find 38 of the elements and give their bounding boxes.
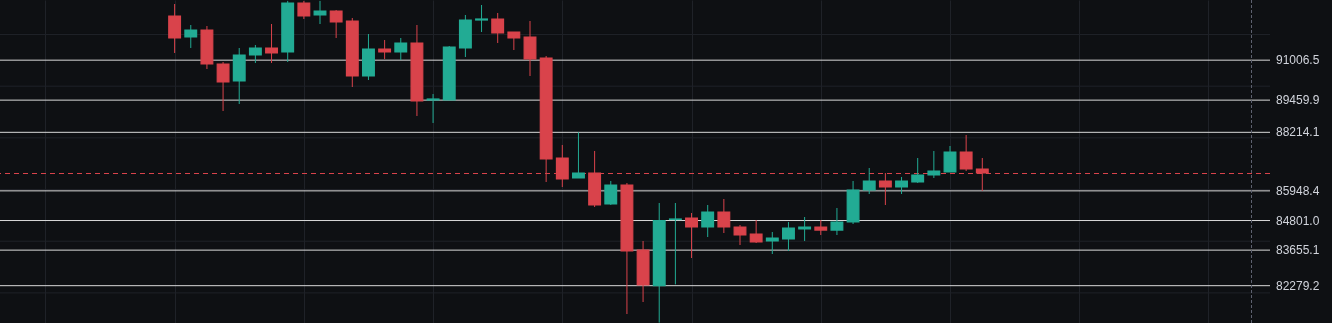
y-tick-label: 91006.5 xyxy=(1276,53,1320,68)
candlestick xyxy=(701,204,715,238)
candlestick xyxy=(216,61,230,112)
y-tick-label: 83655.1 xyxy=(1276,243,1320,258)
candlestick xyxy=(265,23,278,64)
candlestick xyxy=(184,24,198,49)
candlestick xyxy=(959,134,973,172)
candlestick xyxy=(297,0,311,20)
y-tick-label: 89459.9 xyxy=(1276,93,1320,108)
candlestick xyxy=(927,150,941,179)
candlestick xyxy=(604,180,618,206)
candlestick xyxy=(572,131,585,179)
candlestick xyxy=(765,231,779,255)
candlestick xyxy=(798,216,812,242)
candlestick xyxy=(378,39,392,60)
candlestick xyxy=(782,221,795,252)
candlestick xyxy=(862,167,876,195)
candlestick xyxy=(507,31,521,51)
candlestick xyxy=(329,9,343,39)
candlestick xyxy=(943,145,957,173)
candlestick xyxy=(685,212,698,259)
candlestick xyxy=(426,93,440,124)
candlestick xyxy=(313,0,327,25)
candlestick xyxy=(830,207,844,236)
candlestick xyxy=(491,12,505,44)
y-tick-label: 85948.4 xyxy=(1276,183,1320,198)
candlestick xyxy=(733,224,747,246)
y-tick-label: 88214.1 xyxy=(1276,125,1320,140)
candlestick xyxy=(394,37,408,61)
candlestick xyxy=(523,20,537,77)
candlestick xyxy=(668,202,682,285)
y-tick-label: 84801.0 xyxy=(1276,213,1320,228)
y-tick-label: 82279.2 xyxy=(1276,278,1320,293)
candlestick xyxy=(717,198,731,234)
candlestick xyxy=(475,4,488,33)
candlestick xyxy=(911,157,925,184)
candlestick xyxy=(248,44,262,64)
candlestick xyxy=(168,3,182,54)
